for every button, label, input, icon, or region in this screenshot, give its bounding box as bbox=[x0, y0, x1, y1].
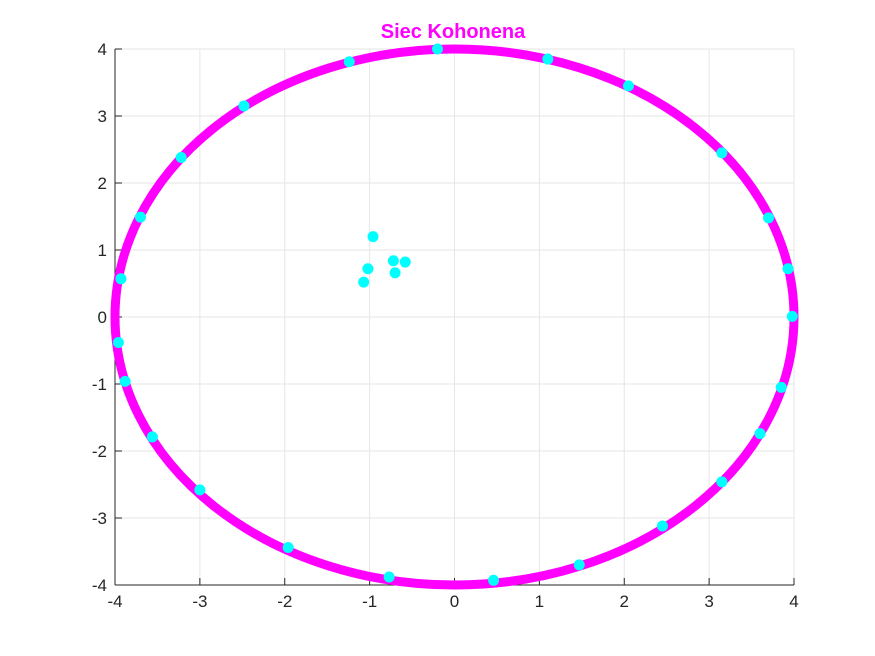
y-tick-label: -3 bbox=[92, 509, 107, 528]
neuron-point bbox=[716, 476, 728, 488]
x-tick-label: -4 bbox=[107, 592, 122, 611]
x-tick-label: -2 bbox=[277, 592, 292, 611]
neuron-point bbox=[194, 484, 206, 496]
x-axis-ticks: -4 -3 -2 -1 0 1 2 3 4 bbox=[107, 578, 799, 611]
x-tick-label: 4 bbox=[789, 592, 798, 611]
neuron-point bbox=[399, 256, 411, 268]
neuron-point bbox=[119, 375, 131, 387]
neuron-point bbox=[115, 273, 127, 285]
y-tick-label: -4 bbox=[92, 576, 107, 595]
y-tick-label: 1 bbox=[98, 241, 107, 260]
neuron-point bbox=[573, 559, 585, 571]
neuron-point bbox=[134, 211, 146, 223]
x-tick-label: 0 bbox=[450, 592, 459, 611]
y-axis-ticks: -4 -3 -2 -1 0 1 2 3 4 bbox=[92, 40, 122, 595]
x-tick-label: 3 bbox=[704, 592, 713, 611]
y-tick-label: -1 bbox=[92, 375, 107, 394]
neuron-point bbox=[656, 520, 668, 532]
neuron-point bbox=[763, 212, 775, 224]
neuron-point bbox=[488, 574, 500, 586]
x-tick-label: -1 bbox=[362, 592, 377, 611]
neuron-point bbox=[343, 56, 355, 68]
neuron-point bbox=[282, 541, 294, 553]
neuron-point bbox=[387, 255, 399, 267]
chart-title: Siec Kohonena bbox=[381, 21, 526, 43]
neuron-point bbox=[146, 431, 158, 443]
neuron-point bbox=[775, 381, 787, 393]
y-tick-label: 4 bbox=[98, 40, 107, 59]
neuron-point bbox=[622, 80, 634, 92]
neuron-point bbox=[432, 43, 444, 55]
neuron-point bbox=[782, 263, 794, 275]
neuron-point bbox=[383, 571, 395, 583]
neuron-point bbox=[754, 428, 766, 440]
neuron-point bbox=[786, 310, 798, 322]
neuron-point bbox=[112, 336, 124, 348]
y-tick-label: -2 bbox=[92, 442, 107, 461]
neuron-point bbox=[238, 100, 250, 112]
neuron-points bbox=[112, 43, 798, 586]
neuron-point bbox=[358, 276, 370, 288]
neuron-point bbox=[542, 53, 554, 65]
neuron-point bbox=[367, 231, 379, 243]
neuron-point bbox=[362, 263, 374, 275]
x-tick-label: -3 bbox=[192, 592, 207, 611]
x-tick-label: 2 bbox=[620, 592, 629, 611]
neuron-point bbox=[716, 147, 728, 159]
y-tick-label: 2 bbox=[98, 174, 107, 193]
neuron-point bbox=[175, 152, 187, 164]
neuron-point bbox=[389, 267, 401, 279]
y-tick-label: 0 bbox=[98, 308, 107, 327]
x-tick-label: 1 bbox=[535, 592, 544, 611]
y-tick-label: 3 bbox=[98, 107, 107, 126]
